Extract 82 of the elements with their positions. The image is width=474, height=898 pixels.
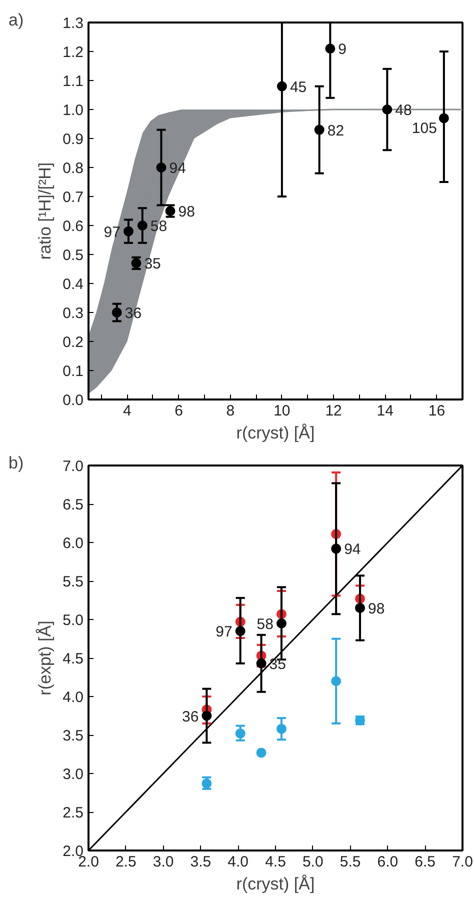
x-tick-label: 5.0 bbox=[302, 854, 324, 870]
annotation: 58 bbox=[256, 616, 274, 633]
y-tick-label: 0.9 bbox=[62, 131, 84, 148]
annotation: 58 bbox=[150, 218, 168, 235]
point bbox=[331, 676, 342, 686]
y-tick-label: 1.3 bbox=[62, 15, 84, 32]
y-tick-label: 6.5 bbox=[62, 496, 84, 514]
annotation: 36 bbox=[182, 708, 199, 726]
annotation: 48 bbox=[395, 102, 412, 119]
y-tick-label: 0.8 bbox=[62, 160, 84, 177]
annotation: 35 bbox=[269, 656, 286, 673]
chart-title: a) bbox=[8, 10, 24, 30]
y-tick-label: 0.7 bbox=[62, 189, 84, 206]
x-tick-label: 7.0 bbox=[452, 854, 473, 870]
x-tick-label: 2.5 bbox=[115, 854, 136, 870]
y-tick-label: 6.0 bbox=[62, 535, 84, 552]
point bbox=[235, 728, 246, 738]
x-tick-label: 8 bbox=[226, 402, 235, 420]
point bbox=[355, 602, 366, 613]
y-axis-title: ratio [¹H]/[²H] bbox=[36, 162, 55, 260]
x-tick-label: 6.5 bbox=[414, 854, 436, 870]
point bbox=[382, 104, 392, 114]
x-axis-title: r(cryst) [Å] bbox=[236, 874, 315, 894]
x-tick-label: 6 bbox=[174, 402, 183, 420]
point bbox=[256, 748, 266, 758]
y-tick-label: 0.3 bbox=[62, 305, 84, 322]
annotation: 98 bbox=[368, 600, 385, 618]
point bbox=[276, 618, 286, 628]
annotation: 9 bbox=[338, 41, 347, 58]
point bbox=[202, 710, 212, 721]
y-tick-label: 0.6 bbox=[62, 218, 84, 235]
point bbox=[202, 778, 212, 788]
y-tick-label: 1.2 bbox=[62, 44, 84, 61]
chart-title: b) bbox=[8, 454, 24, 472]
y-tick-label: 2.5 bbox=[62, 804, 84, 822]
point bbox=[325, 44, 336, 54]
y-tick-label: 1.1 bbox=[62, 73, 84, 90]
x-tick-label: 12 bbox=[325, 402, 342, 420]
x-tick-label: 16 bbox=[428, 402, 446, 420]
point bbox=[276, 724, 286, 734]
x-axis-title: r(cryst) [Å] bbox=[236, 424, 315, 442]
y-axis-title: r(expt) [Å] bbox=[36, 620, 55, 696]
point bbox=[276, 81, 287, 92]
y-tick-label: 5.5 bbox=[62, 574, 84, 590]
y-tick-label: 4.5 bbox=[62, 650, 84, 668]
x-tick-label: 3.0 bbox=[152, 854, 174, 870]
point bbox=[123, 226, 134, 236]
x-tick-label: 5.5 bbox=[340, 854, 361, 870]
point bbox=[235, 626, 246, 636]
point bbox=[331, 544, 342, 554]
y-tick-label: 0.0 bbox=[62, 392, 84, 409]
point bbox=[112, 308, 122, 318]
x-tick-label: 14 bbox=[376, 402, 394, 420]
point bbox=[156, 162, 166, 172]
y-tick-label: 3.5 bbox=[62, 728, 84, 744]
annotation: 97 bbox=[104, 224, 120, 241]
x-tick-label: 4 bbox=[123, 402, 132, 420]
annotation: 105 bbox=[412, 120, 437, 138]
annotation: 97 bbox=[216, 624, 232, 641]
point bbox=[438, 113, 449, 124]
point bbox=[256, 658, 266, 668]
y-tick-label: 3.0 bbox=[62, 766, 84, 783]
x-tick-label: 4.5 bbox=[265, 854, 286, 870]
x-tick-label: 3.5 bbox=[190, 854, 212, 870]
x-tick-label: 6.0 bbox=[377, 854, 398, 870]
annotation: 94 bbox=[344, 541, 361, 558]
y-tick-label: 1.0 bbox=[62, 102, 84, 119]
annotation: 82 bbox=[327, 122, 344, 140]
y-tick-label: 0.4 bbox=[62, 276, 84, 293]
y-tick-label: 4.0 bbox=[62, 689, 84, 706]
annotation: 98 bbox=[178, 204, 195, 220]
annotation: 45 bbox=[290, 78, 307, 96]
y-tick-label: 0.5 bbox=[62, 247, 84, 264]
x-tick-label: 4.0 bbox=[228, 854, 249, 870]
point bbox=[137, 220, 148, 230]
y-tick-label: 5.0 bbox=[62, 612, 84, 629]
annotation: 35 bbox=[144, 256, 161, 273]
y-tick-label: 7.0 bbox=[62, 458, 84, 475]
point bbox=[314, 124, 324, 135]
y-tick-label: 0.2 bbox=[62, 334, 84, 351]
y-tick-label: 0.1 bbox=[62, 363, 84, 380]
x-tick-label: 10 bbox=[274, 402, 290, 420]
